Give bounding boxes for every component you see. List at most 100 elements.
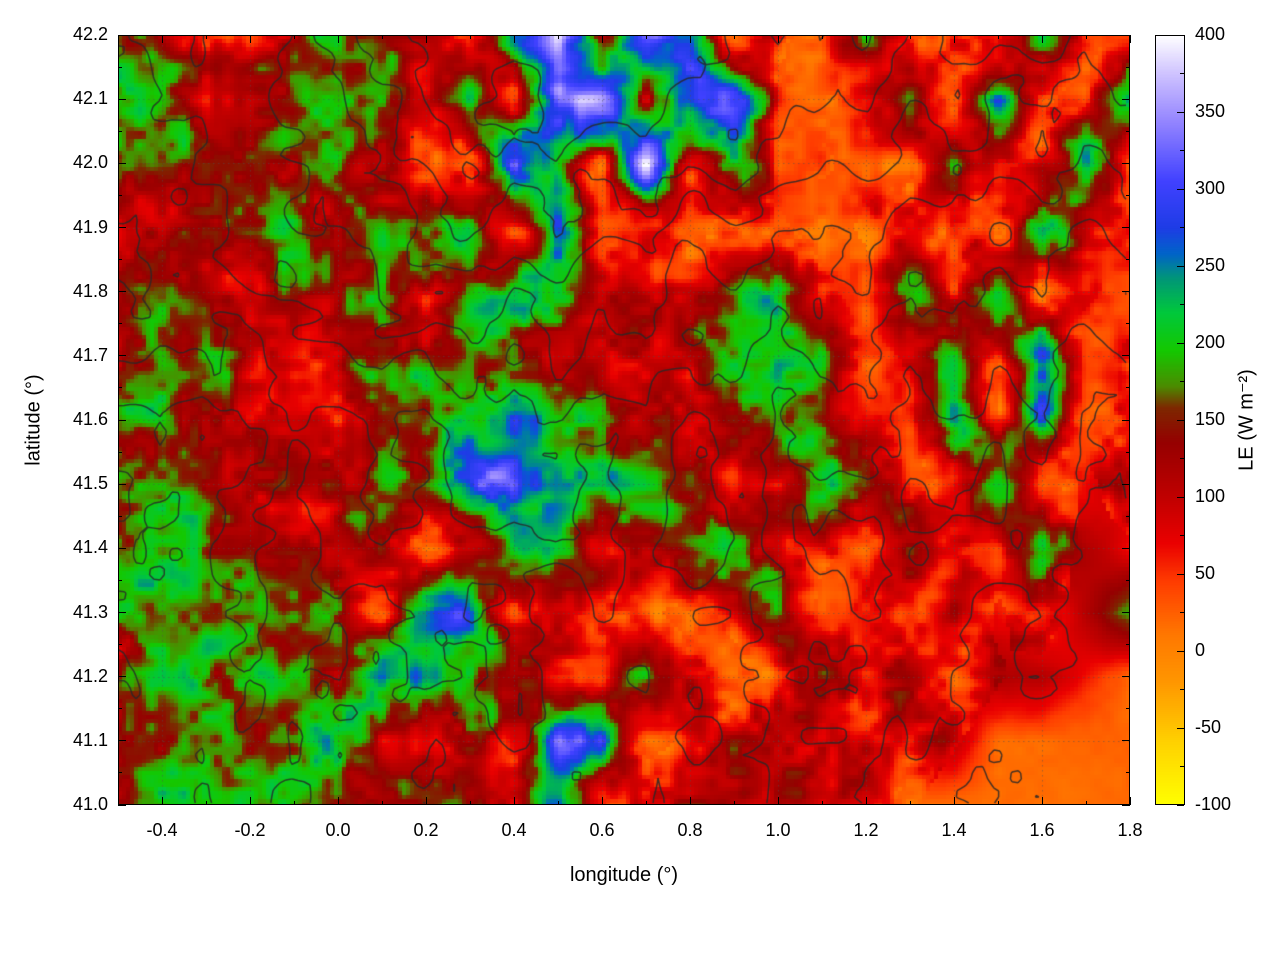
tick-mark (601, 35, 603, 43)
tick-mark (205, 801, 207, 805)
tick-mark (645, 801, 647, 805)
y-tick-label: 41.3 (72, 601, 108, 622)
colorbar-tick-label: 0 (1195, 640, 1206, 660)
x-tick-label: 1.6 (1029, 820, 1055, 840)
colorbar-tick-label: 250 (1195, 255, 1226, 275)
tick-mark (821, 801, 823, 805)
tick-mark (161, 797, 163, 805)
tick-mark (161, 35, 163, 43)
tick-mark (689, 35, 691, 43)
tick-mark (205, 35, 207, 39)
y-tick-label: 41.1 (72, 729, 108, 750)
tick-mark (1126, 194, 1130, 196)
tick-mark (1122, 162, 1130, 164)
x-tick-label: 0.0 (325, 820, 351, 840)
tick-mark (1177, 188, 1184, 190)
x-tick-label: 1.8 (1117, 820, 1143, 840)
tick-mark (865, 797, 867, 805)
tick-mark (117, 801, 119, 805)
tick-mark (1085, 801, 1087, 805)
tick-mark (689, 797, 691, 805)
tick-mark (1180, 766, 1184, 767)
y-tick-label: 42.0 (72, 152, 108, 173)
colorbar-tick-label: -100 (1195, 794, 1232, 814)
tick-mark (118, 451, 122, 453)
tick-mark (1122, 98, 1130, 100)
tick-mark (118, 644, 122, 646)
y-tick-label: 42.1 (72, 88, 108, 109)
tick-mark (1180, 612, 1184, 613)
tick-mark (777, 35, 779, 43)
tick-mark (1041, 797, 1043, 805)
colorbar-tick-label: 50 (1195, 563, 1216, 583)
colorbar-tick-label: 100 (1195, 486, 1226, 506)
tick-mark (1122, 612, 1130, 613)
tick-mark (1180, 150, 1184, 151)
x-axis-label: longitude (°) (569, 864, 679, 886)
tick-mark (953, 797, 955, 805)
x-tick-label: -0.4 (146, 820, 178, 840)
x-tick-label: 1.2 (853, 820, 879, 840)
tick-mark (1180, 458, 1184, 459)
heatmap-canvas (118, 35, 1130, 805)
tick-mark (425, 797, 427, 805)
tick-mark (1177, 573, 1184, 575)
tick-mark (118, 227, 126, 228)
tick-mark (1129, 35, 1131, 43)
tick-mark (118, 162, 126, 164)
y-tick-label: 41.4 (72, 537, 108, 558)
tick-mark (1126, 130, 1130, 132)
tick-mark (865, 35, 867, 43)
tick-mark (645, 35, 647, 39)
colorbar-tick-label: 350 (1195, 101, 1226, 121)
tick-mark (1177, 804, 1184, 806)
tick-mark (337, 797, 339, 805)
tick-mark (1126, 387, 1130, 389)
tick-mark (1126, 772, 1130, 774)
tick-mark (118, 676, 126, 678)
colorbar-label: LE (W m⁻²) (1235, 369, 1258, 471)
colorbar-tick-label: 400 (1195, 24, 1226, 44)
tick-mark (381, 801, 383, 805)
tick-mark (1180, 535, 1184, 536)
tick-mark (118, 387, 122, 389)
y-tick-label: 41.2 (72, 665, 108, 686)
x-tick-label: 0.2 (413, 820, 439, 840)
y-tick-label: 42.2 (72, 24, 108, 44)
tick-mark (118, 579, 122, 581)
tick-mark (1177, 650, 1184, 652)
x-tick-label: 1.4 (941, 820, 967, 840)
tick-mark (118, 355, 126, 357)
tick-mark (1180, 227, 1184, 228)
tick-mark (118, 547, 126, 549)
tick-mark (118, 708, 122, 710)
tick-mark (118, 612, 126, 613)
tick-mark (557, 35, 559, 39)
tick-mark (513, 35, 515, 43)
tick-mark (1122, 355, 1130, 357)
tick-mark (733, 35, 735, 39)
tick-mark (118, 419, 126, 421)
tick-mark (1177, 496, 1184, 498)
tick-mark (1122, 483, 1130, 485)
tick-mark (733, 801, 735, 805)
tick-mark (1177, 342, 1184, 344)
tick-mark (1180, 689, 1184, 690)
tick-mark (1177, 34, 1184, 36)
y-tick-label: 41.8 (72, 280, 108, 301)
tick-mark (118, 291, 126, 293)
colorbar-tick-label: -50 (1195, 717, 1222, 737)
tick-mark (425, 35, 427, 43)
tick-mark (1122, 676, 1130, 678)
tick-mark (293, 801, 295, 805)
tick-mark (1180, 304, 1184, 305)
colorbar-tick-label: 150 (1195, 409, 1226, 429)
y-tick-label: 41.5 (72, 473, 108, 494)
tick-mark (909, 35, 911, 39)
tick-mark (1122, 804, 1130, 806)
colorbar-tick-label: 300 (1195, 178, 1226, 198)
tick-mark (1126, 644, 1130, 646)
tick-mark (337, 35, 339, 43)
